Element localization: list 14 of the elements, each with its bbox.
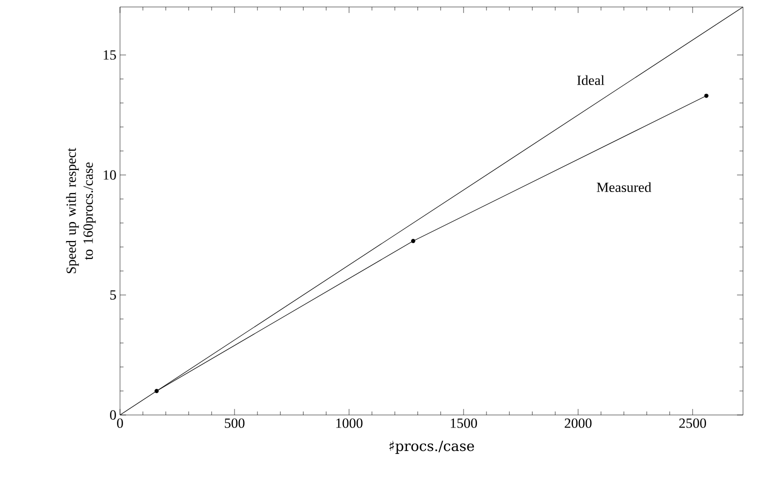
x-tick-label: 1000 [336,418,362,428]
x-tick-label: 2500 [679,418,706,428]
series-label: Ideal [577,75,604,86]
y-tick-label: 5 [110,290,116,300]
x-tick-label: 500 [224,418,244,428]
x-tick-label: 0 [117,418,123,428]
y-tick-label: 0 [110,410,116,420]
x-tick-label: 1500 [450,418,477,428]
x-tick-label: 2000 [564,418,592,428]
text: Measured [596,182,652,192]
y-tick-label: 15 [104,50,116,60]
y-tick-label: 10 [104,170,116,180]
y-axis-title: Speed up with respect to 160procs./case [66,148,96,274]
x-axis-title: ♯procs./case [389,440,474,454]
